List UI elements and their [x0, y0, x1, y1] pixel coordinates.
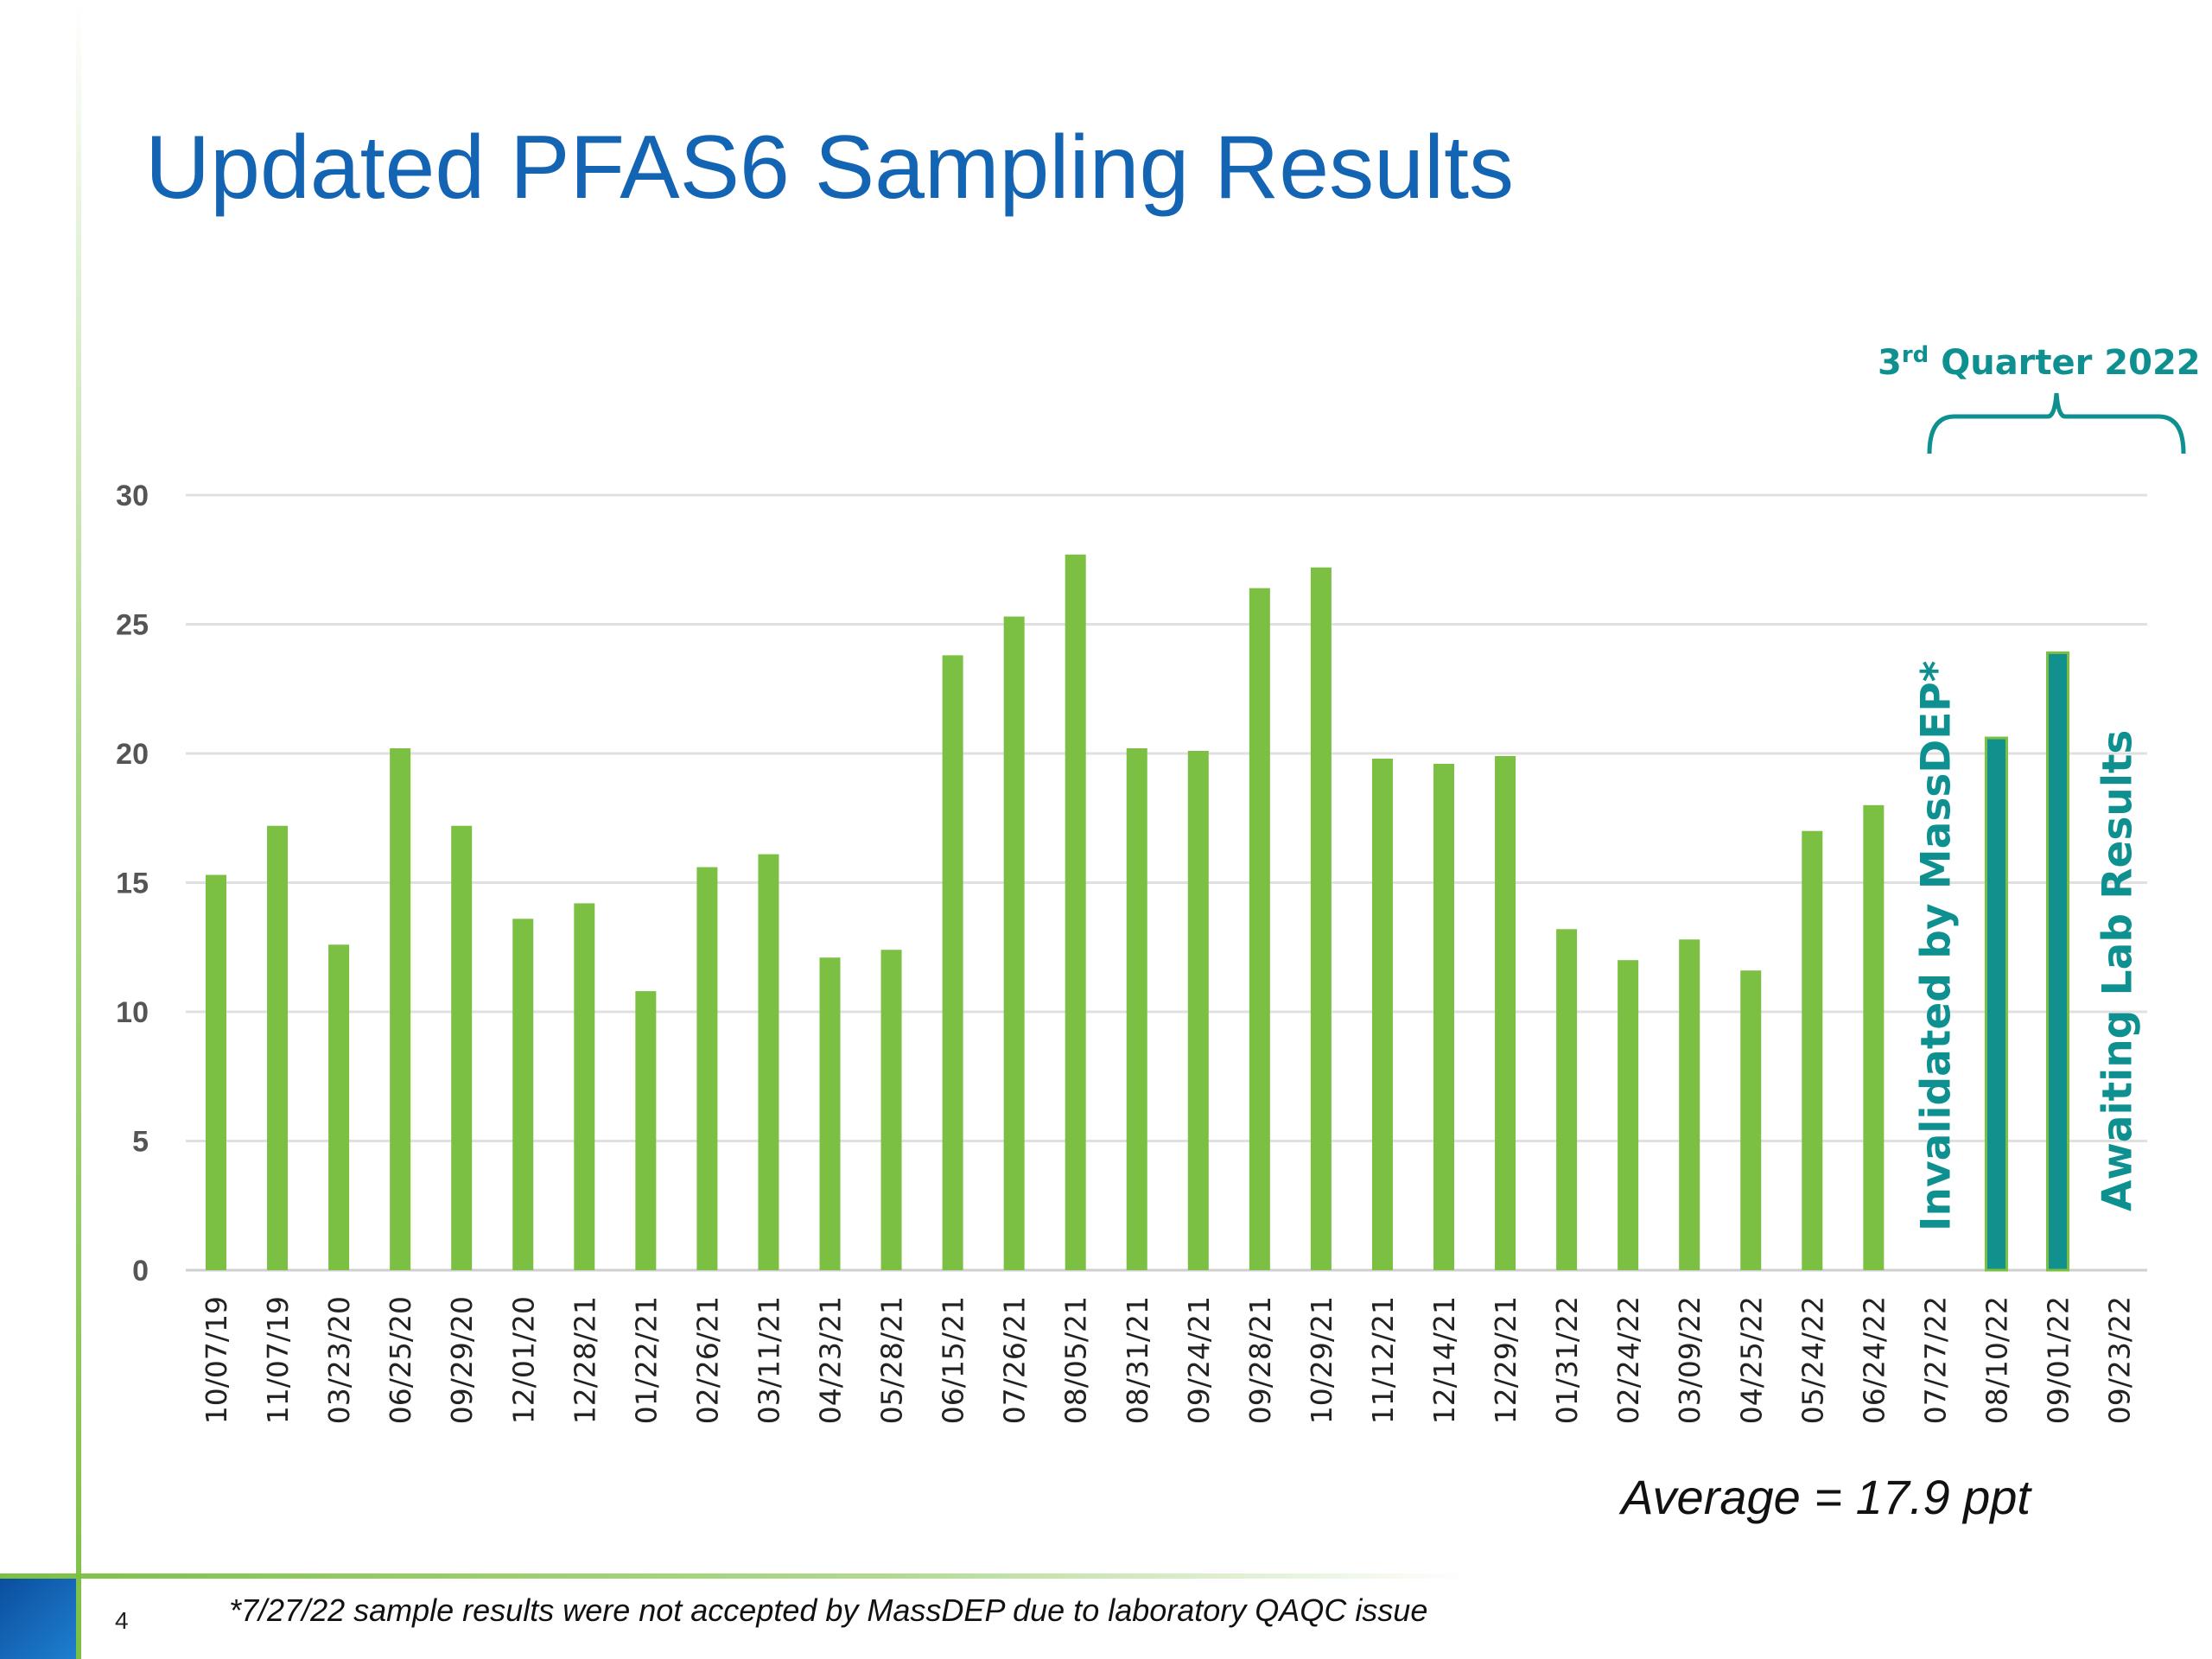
- bar-11-07-19: [267, 825, 289, 1270]
- page-number: 4: [115, 1607, 129, 1634]
- x-tick-label: 12/01/20: [506, 1296, 540, 1424]
- x-tick-label: 12/14/21: [1427, 1296, 1461, 1424]
- gridlines: [186, 493, 2147, 1272]
- x-tick-label: 11/07/19: [261, 1296, 295, 1424]
- x-tick-label: 03/11/21: [752, 1296, 785, 1424]
- average-note: Average = 17.9 ppt: [1621, 1470, 2031, 1524]
- x-tick-label: 03/09/22: [1673, 1296, 1707, 1424]
- bar-04-25-22: [1740, 970, 1762, 1270]
- bar-12-01-20: [512, 918, 534, 1270]
- bar-06-25-20: [390, 748, 411, 1270]
- bar-03-23-20: [328, 944, 350, 1270]
- x-axis-tick-labels: 10/07/19 11/07/19 03/23/20 06/25/20 09/29/20…: [200, 1296, 2137, 1424]
- bar-02-26-21: [696, 867, 718, 1270]
- bar-12-28-21: [574, 903, 595, 1270]
- x-tick-label: 09/29/20: [445, 1296, 479, 1424]
- bar-07-26-21: [1003, 616, 1025, 1270]
- y-tick-label: 30: [116, 480, 149, 512]
- bar-01-22-21: [635, 991, 657, 1270]
- quarter-bracket: [1927, 392, 2186, 454]
- bar-09-28-21: [1249, 588, 1270, 1270]
- x-tick-label: 02/26/21: [690, 1296, 724, 1424]
- bar-10-07-19: [206, 874, 226, 1270]
- bar-09-29-20: [451, 825, 473, 1270]
- y-tick-label: 25: [116, 609, 149, 642]
- x-tick-label: 02/24/22: [1611, 1296, 1645, 1424]
- bar-03-11-21: [758, 854, 779, 1270]
- x-tick-label: 10/07/19: [200, 1296, 233, 1424]
- bar-08-10-22: [1984, 736, 2008, 1272]
- x-tick-label: 05/28/21: [875, 1296, 909, 1424]
- x-tick-label: 03/23/20: [322, 1296, 356, 1424]
- x-tick-label: 11/12/21: [1366, 1296, 1400, 1424]
- bar-09-24-21: [1187, 751, 1209, 1270]
- awaiting-label: Awaiting Lab Results: [2094, 730, 2142, 1211]
- x-tick-label: 07/26/21: [998, 1296, 1032, 1424]
- annotations: 3rd Quarter 2022 Invalidated by MassDEP* A…: [1878, 342, 2201, 1231]
- bar-08-31-21: [1126, 748, 1147, 1270]
- bar-12-14-21: [1433, 763, 1454, 1270]
- x-tick-label: 06/25/20: [384, 1296, 417, 1424]
- decorative-horizontal-line: [0, 1573, 1469, 1579]
- bar-02-24-22: [1618, 960, 1639, 1270]
- y-tick-label: 10: [116, 996, 149, 1029]
- x-tick-label: 01/22/21: [629, 1296, 663, 1424]
- x-tick-label: 09/28/21: [1243, 1296, 1277, 1424]
- x-tick-label: 12/29/21: [1489, 1296, 1522, 1424]
- bar-08-05-21: [1065, 554, 1086, 1270]
- x-tick-label: 09/24/21: [1182, 1296, 1216, 1424]
- x-tick-label: 09/01/22: [2042, 1296, 2075, 1424]
- y-tick-label: 0: [132, 1255, 149, 1287]
- bar-06-15-21: [942, 655, 963, 1270]
- bar-06-24-22: [1863, 804, 1885, 1270]
- bars: [206, 554, 2069, 1272]
- x-tick-label: 06/24/22: [1857, 1296, 1891, 1424]
- x-tick-label: 08/31/21: [1121, 1296, 1154, 1424]
- bar-05-28-21: [880, 950, 902, 1270]
- bar-12-29-21: [1495, 755, 1516, 1270]
- x-tick-label: 09/23/22: [2103, 1296, 2137, 1424]
- bar-10-29-21: [1310, 567, 1332, 1270]
- x-tick-label: 04/25/22: [1734, 1296, 1768, 1424]
- invalidated-label: Invalidated by MassDEP*: [1912, 661, 1960, 1231]
- x-tick-label: 06/15/21: [937, 1296, 970, 1424]
- bar-11-12-21: [1371, 758, 1393, 1270]
- x-tick-label: 08/10/22: [1980, 1296, 2013, 1424]
- bar-04-23-21: [819, 957, 841, 1270]
- bar-09-01-22: [2046, 651, 2069, 1272]
- x-tick-label: 12/28/21: [568, 1296, 601, 1424]
- bar-05-24-22: [1802, 830, 1823, 1270]
- bar-01-31-22: [1556, 929, 1578, 1270]
- x-tick-label: 04/23/21: [814, 1296, 848, 1424]
- bracket-label: 3rd Quarter 2022: [1878, 342, 2201, 383]
- y-tick-label: 5: [132, 1126, 149, 1159]
- x-tick-label: 07/27/22: [1918, 1296, 1952, 1424]
- x-tick-label: 01/31/22: [1550, 1296, 1584, 1424]
- y-axis-tick-labels: 0 5 10 15 20 25 30: [116, 480, 149, 1287]
- y-tick-label: 20: [116, 738, 149, 771]
- decorative-vertical-line: [76, 0, 81, 1659]
- bar-03-09-22: [1679, 939, 1700, 1270]
- footnote: *7/27/22 sample results were not accepte…: [229, 1592, 1428, 1628]
- y-tick-label: 15: [116, 868, 149, 900]
- decorative-corner-square: [0, 1579, 76, 1659]
- x-tick-label: 05/24/22: [1796, 1296, 1829, 1424]
- x-tick-label: 10/29/21: [1305, 1296, 1338, 1424]
- slide-title: Updated PFAS6 Sampling Results: [145, 118, 1514, 218]
- x-tick-label: 08/05/21: [1059, 1296, 1093, 1424]
